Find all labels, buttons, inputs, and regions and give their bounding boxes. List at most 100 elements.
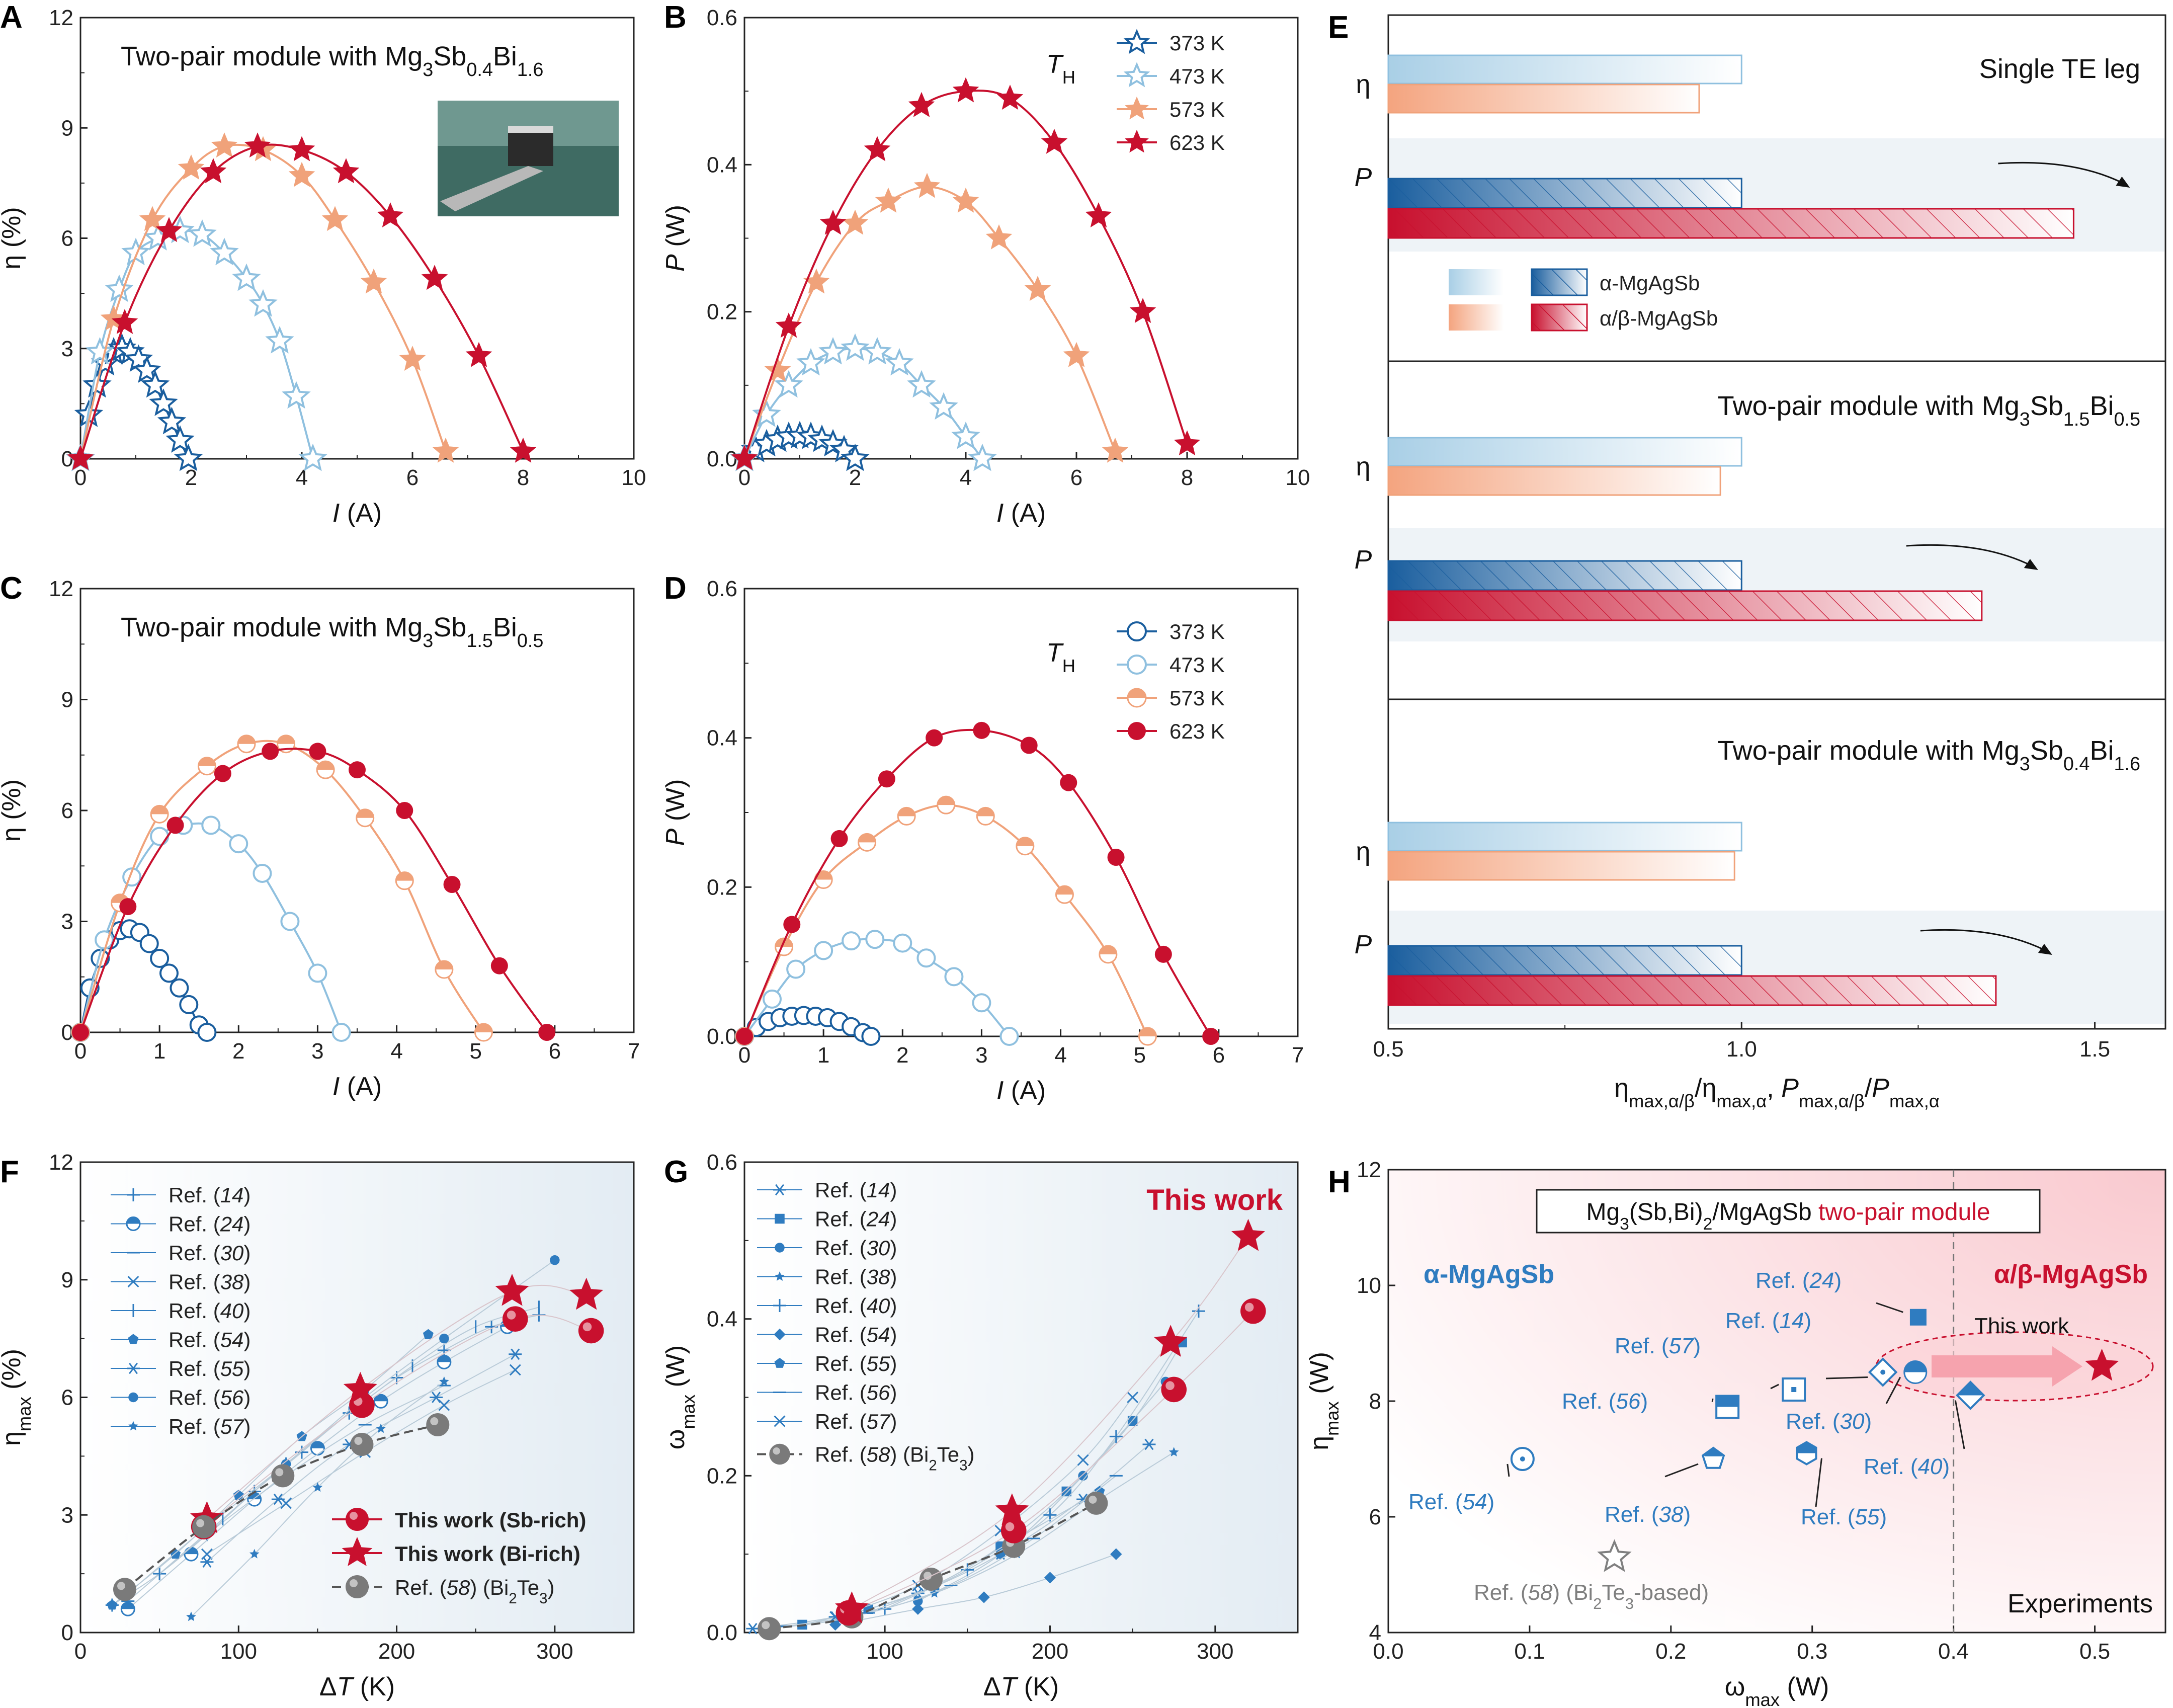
x-tick-label: 3 <box>975 1043 987 1068</box>
legend-label: 373 K <box>1169 620 1225 643</box>
data-point-shine <box>117 1582 125 1590</box>
data-point-fill <box>1016 837 1034 846</box>
x-axis-label-part: max,α/β <box>1799 1091 1865 1111</box>
data-point <box>841 443 870 471</box>
x-axis-label-part: max <box>1745 1689 1780 1708</box>
y-tick-label: 9 <box>61 116 73 140</box>
x-axis-label: ωmax (W) <box>1725 1672 1829 1708</box>
data-point <box>349 761 366 779</box>
legend-label: Ref. (14) <box>169 1183 250 1207</box>
point-label-part: ) <box>1943 1454 1950 1479</box>
y-tick-label: 0 <box>61 1620 73 1645</box>
legend-marker <box>1127 621 1147 641</box>
legend-label: Ref. (40) <box>169 1299 250 1323</box>
panel-F: 0100200300036912Fηmax (%)ΔT (K)Ref. (14)… <box>0 1150 635 1701</box>
data-point <box>1129 298 1156 323</box>
data-point <box>1077 1454 1089 1466</box>
group-title-part: Two-pair module with Mg <box>1718 736 2020 766</box>
bar-P-alpha-hatch <box>1388 561 1742 590</box>
legend-marker <box>774 1415 786 1427</box>
box-title: Mg3(Sb,Bi)2/MgAgSb two-pair module <box>1586 1199 1990 1234</box>
data-point-fill <box>121 1602 135 1609</box>
box-title-part: Mg <box>1586 1199 1620 1226</box>
series-line <box>79 748 548 1033</box>
photo-lead <box>440 166 543 211</box>
series-line <box>112 1314 539 1606</box>
panel-title-part: 3 <box>423 59 433 80</box>
data-point <box>121 237 150 266</box>
x-axis-label-part: / <box>1865 1074 1872 1103</box>
point-label-part: Te <box>1602 1580 1625 1605</box>
y-tick-label: 0.4 <box>707 726 737 751</box>
x-axis-label-part: η <box>1614 1074 1629 1103</box>
y-tick-label: 3 <box>61 910 73 934</box>
row-label-eta: η <box>1356 452 1371 481</box>
data-point <box>343 1371 377 1404</box>
y-axis-label-part: (W) <box>661 205 690 254</box>
trend-arrowhead <box>2038 944 2052 955</box>
legend-label-part: ) <box>243 1299 250 1323</box>
y-axis-label: η (%) <box>0 207 26 269</box>
data-point <box>332 158 360 184</box>
data-point <box>377 202 404 228</box>
y-axis-label-part: max <box>678 1395 699 1429</box>
data-point <box>1084 1491 1108 1515</box>
panel-title-part: Sb <box>433 612 466 642</box>
legend-label-part: ) <box>243 1357 250 1380</box>
data-point <box>509 1348 522 1360</box>
legend-label-part: ) <box>890 1323 897 1347</box>
data-point-fill <box>1099 945 1117 954</box>
legend-label: Ref. (14) <box>815 1178 897 1202</box>
legend-label-part: Ref. ( <box>169 1270 220 1294</box>
legend-label-part: ) <box>890 1265 897 1289</box>
legend-label-part: 40 <box>220 1299 244 1323</box>
x-tick-label: 0.5 <box>1373 1037 1403 1062</box>
x-tick-label: 0 <box>74 1039 87 1064</box>
data-point <box>841 333 870 361</box>
legend-label-part: 56 <box>867 1381 890 1405</box>
ref-point <box>1597 1539 1632 1572</box>
x-tick-label: 2 <box>849 465 861 490</box>
series-line <box>743 804 1149 1037</box>
data-point <box>192 1515 216 1538</box>
legend-label-part: 57 <box>867 1410 891 1433</box>
data-point-shine <box>1005 1522 1015 1531</box>
data-point <box>1085 202 1112 228</box>
panel-letter: B <box>664 0 687 35</box>
data-point <box>465 342 492 367</box>
point-label-part: 24 <box>1809 1268 1834 1293</box>
point-label-part: 30 <box>1840 1409 1865 1434</box>
legend-label: Ref. (56) <box>169 1386 250 1410</box>
legend-label: α-MgAgSb <box>1600 271 1700 295</box>
legend-label-part: ) <box>243 1183 250 1207</box>
data-point <box>288 161 315 187</box>
trend-arrowhead <box>2024 559 2038 570</box>
y-tick-label: 0.4 <box>707 152 737 177</box>
data-point <box>271 1493 285 1505</box>
trend-arrow <box>1906 544 2033 567</box>
data-point <box>818 337 848 365</box>
data-point <box>229 834 248 854</box>
legend-label-part: 3 <box>539 1590 547 1607</box>
data-point <box>399 346 426 371</box>
point-label: Ref. (58) (Bi2Te3-based) <box>1474 1580 1709 1612</box>
data-point <box>1061 1486 1072 1497</box>
callout-line <box>1876 1302 1903 1313</box>
point-label: This work <box>1974 1314 2069 1338</box>
legend-swatch <box>1449 269 1504 295</box>
data-point <box>438 1399 450 1411</box>
legend-label-part: Ref. ( <box>815 1207 867 1231</box>
x-tick-label: 7 <box>1292 1043 1304 1068</box>
data-point <box>1107 849 1125 866</box>
data-point-fill <box>435 961 453 970</box>
data-point <box>119 898 137 916</box>
data-point <box>1020 737 1038 754</box>
box-title-part: (Sb,Bi) <box>1629 1199 1703 1226</box>
legend-label-part: This work (Sb-rich) <box>395 1508 586 1532</box>
bar-P-alpha-hatch <box>1388 179 1742 208</box>
photo-plate <box>508 126 553 133</box>
legend-marker <box>128 1421 138 1431</box>
x-tick-label: 0.4 <box>1938 1639 1969 1664</box>
data-point <box>298 443 327 471</box>
group-title-part: Two-pair module with Mg <box>1718 391 2020 421</box>
